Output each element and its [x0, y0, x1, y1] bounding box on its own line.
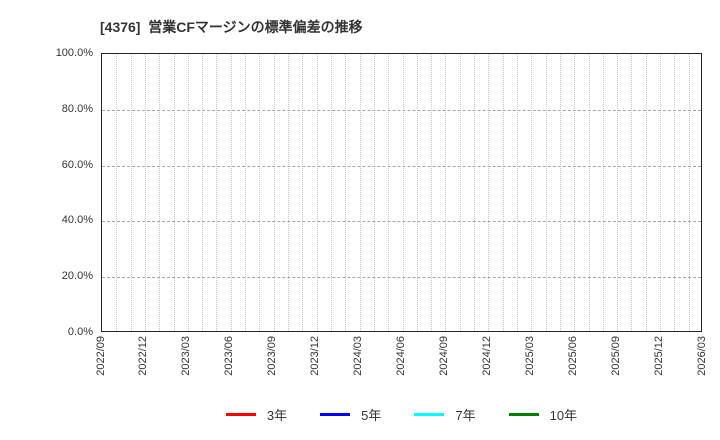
v-gridline — [459, 54, 461, 331]
v-gridline — [631, 54, 633, 331]
legend-line-swatch — [225, 412, 256, 416]
v-gridline — [388, 54, 390, 331]
y-tick-label: 80.0% — [61, 102, 93, 115]
y-tick-label: 0.0% — [67, 326, 93, 338]
v-gridline — [202, 54, 204, 331]
v-gridline — [516, 54, 518, 331]
v-gridline — [130, 54, 132, 331]
x-tick-label: 2025/12 — [652, 336, 665, 376]
h-gridline — [102, 277, 701, 279]
x-tick-label: 2024/06 — [395, 336, 407, 376]
x-tick-label: 2024/12 — [480, 336, 493, 376]
v-gridline — [416, 54, 418, 331]
v-gridline — [660, 54, 662, 331]
x-tick-label: 2023/03 — [180, 336, 193, 376]
v-gridline — [302, 54, 304, 331]
v-gridline — [230, 54, 232, 331]
v-gridline — [359, 54, 361, 331]
v-gridline — [502, 54, 504, 331]
v-gridline — [588, 54, 590, 331]
y-tick-label: 60.0% — [61, 158, 93, 171]
v-gridline — [402, 54, 404, 331]
x-tick-label: 2025/03 — [523, 336, 536, 376]
v-gridline — [373, 54, 375, 331]
legend-item-3年: 3年 — [225, 405, 288, 424]
v-gridline — [316, 54, 318, 331]
v-gridline — [559, 54, 561, 331]
h-gridline — [102, 221, 701, 223]
v-gridline — [617, 54, 619, 331]
v-gridline — [144, 54, 146, 331]
v-gridline — [345, 54, 347, 331]
plot-area — [101, 53, 702, 332]
v-gridline — [602, 54, 604, 331]
v-gridline — [431, 54, 433, 331]
legend-label: 5年 — [361, 407, 382, 423]
legend-line-swatch — [320, 412, 351, 416]
y-tick-label: 20.0% — [61, 270, 93, 283]
h-gridline — [102, 109, 701, 111]
v-gridline — [445, 54, 447, 331]
v-gridline — [245, 54, 247, 331]
v-gridline — [330, 54, 332, 331]
y-tick-label: 100.0% — [55, 47, 93, 59]
h-gridline — [102, 165, 701, 167]
legend-label: 10年 — [549, 407, 578, 423]
chart-title: [4376] 営業CFマージンの標準偏差の推移 — [100, 19, 363, 35]
legend-line-swatch — [414, 412, 445, 416]
v-gridline — [159, 54, 161, 331]
v-gridline — [187, 54, 189, 331]
legend-item-10年: 10年 — [508, 405, 578, 424]
y-tick-label: 40.0% — [61, 214, 93, 227]
legend: 3年 5年 7年 10年 — [101, 404, 702, 424]
v-gridline — [216, 54, 218, 331]
v-gridline — [688, 54, 690, 331]
v-gridline — [574, 54, 576, 331]
legend-line-swatch — [508, 412, 539, 416]
legend-item-7年: 7年 — [414, 405, 476, 424]
v-gridline — [173, 54, 175, 331]
legend-label: 7年 — [455, 407, 476, 423]
x-tick-label: 2025/06 — [566, 336, 579, 376]
v-gridline — [674, 54, 676, 331]
v-gridline — [645, 54, 647, 331]
x-tick-label: 2024/09 — [437, 336, 450, 376]
legend-item-5年: 5年 — [320, 405, 381, 424]
x-tick-label: 2023/09 — [266, 336, 279, 376]
v-gridline — [273, 54, 275, 331]
v-gridline — [474, 54, 476, 331]
x-tick-label: 2022/12 — [137, 336, 150, 376]
v-gridline — [531, 54, 533, 331]
v-gridline — [116, 54, 118, 331]
x-tick-label: 2026/03 — [695, 336, 708, 376]
x-tick-label: 2023/12 — [309, 336, 322, 376]
legend-label: 3年 — [266, 407, 288, 423]
v-gridline — [259, 54, 261, 331]
x-tick-label: 2023/06 — [223, 336, 236, 376]
v-gridline — [288, 54, 290, 331]
x-tick-label: 2024/03 — [352, 336, 365, 376]
v-gridline — [488, 54, 490, 331]
v-gridline — [545, 54, 547, 331]
x-tick-label: 2022/09 — [94, 336, 107, 376]
x-tick-label: 2025/09 — [609, 336, 622, 376]
